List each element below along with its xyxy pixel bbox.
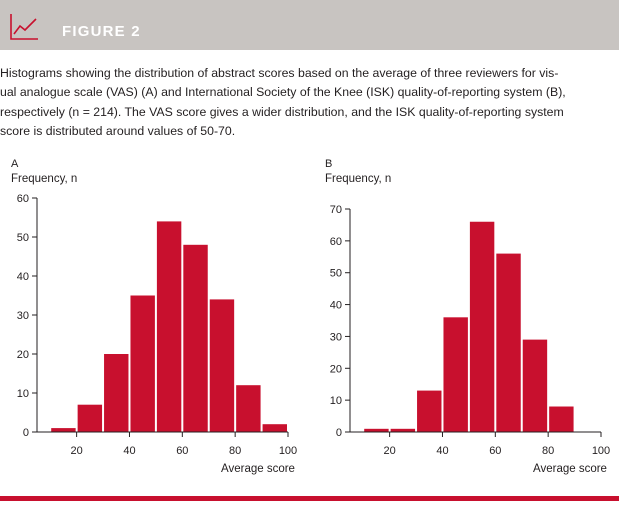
panel-a-x-tick-label: 60: [176, 445, 188, 457]
panel-a-y-tick-label: 60: [17, 193, 29, 205]
panel-b-y-tick-label: 20: [330, 363, 342, 375]
panel-a-y-tick-label: 20: [17, 349, 29, 361]
panel-b-bar: [364, 428, 389, 432]
panel-b-x-tick-label: 100: [592, 445, 610, 457]
caption-line: respectively (n = 214). The VAS score gi…: [0, 104, 564, 119]
footer-accent-line: [0, 496, 619, 501]
histogram-charts: A Frequency, n Average score 0 10 20 30 40 50…: [11, 158, 610, 475]
line-chart-icon: [10, 14, 38, 40]
panel-a-bar: [156, 221, 182, 432]
panel-a-bar: [236, 385, 261, 432]
panel-a-x-tick-label: 20: [71, 445, 83, 457]
panel-b-y-tick-label: 60: [330, 236, 342, 248]
panel-a-y-tick-label: 10: [17, 388, 29, 400]
panel-b-y-tick-label: 50: [330, 268, 342, 280]
panel-a: A Frequency, n Average score 0 10 20 30 40 50…: [11, 158, 297, 475]
panel-a-x-axis-label: Average score: [221, 463, 295, 475]
panel-a-bar: [209, 299, 235, 432]
caption-line: ual analogue scale (VAS) (A) and Interna…: [0, 85, 566, 100]
panel-b-x-tick-label: 20: [384, 445, 396, 457]
panel-b-letter: B: [325, 158, 332, 170]
panel-b-bar: [390, 428, 416, 432]
panel-b-bar: [496, 253, 521, 432]
panel-a-x-tick-label: 40: [123, 445, 135, 457]
panel-a-y-axis-label: Frequency, n: [11, 173, 77, 185]
panel-a-bar: [262, 424, 287, 432]
panel-b-bar: [443, 317, 468, 432]
panel-a-bar: [77, 404, 103, 432]
panel-a-y-tick-label: 0: [23, 427, 29, 439]
panel-b-y-tick-label: 10: [330, 395, 342, 407]
panel-a-bar: [51, 428, 76, 432]
figure-header: FIGURE 2: [0, 0, 619, 50]
panel-b-x-tick-label: 40: [436, 445, 448, 457]
panel-b: B Frequency, n Average score 0 10 20 30 40 50…: [325, 158, 610, 475]
panel-b-y-tick-label: 70: [330, 204, 342, 216]
panel-b-y-tick-label: 40: [330, 300, 342, 312]
caption-line: Histograms showing the distribution of a…: [0, 66, 559, 80]
panel-a-bar: [130, 295, 155, 432]
panel-a-x-tick-label: 80: [229, 445, 241, 457]
panel-b-bar: [469, 221, 495, 432]
figure-title: FIGURE 2: [62, 23, 141, 40]
panel-b-bar: [549, 406, 574, 432]
panel-b-y-tick-label: 30: [330, 331, 342, 343]
panel-b-x-tick-label: 80: [542, 445, 554, 457]
caption-line: score is distributed around values of 50…: [0, 123, 236, 138]
panel-a-letter: A: [11, 158, 19, 170]
panel-b-x-tick-label: 60: [489, 445, 501, 457]
panel-b-x-axis-label: Average score: [533, 463, 607, 475]
panel-b-bar: [522, 339, 548, 432]
panel-a-y-tick-label: 30: [17, 310, 29, 322]
figure-caption: Histograms showing the distribution of a…: [0, 64, 612, 141]
panel-a-bar: [183, 244, 208, 432]
panel-b-bar: [417, 390, 442, 432]
panel-a-y-tick-label: 50: [17, 232, 29, 244]
panel-b-y-tick-label: 0: [336, 427, 342, 439]
panel-a-x-tick-label: 100: [279, 445, 297, 457]
panel-a-bar: [104, 354, 129, 432]
panel-b-y-axis-label: Frequency, n: [325, 173, 391, 185]
panel-a-y-tick-label: 40: [17, 271, 29, 283]
